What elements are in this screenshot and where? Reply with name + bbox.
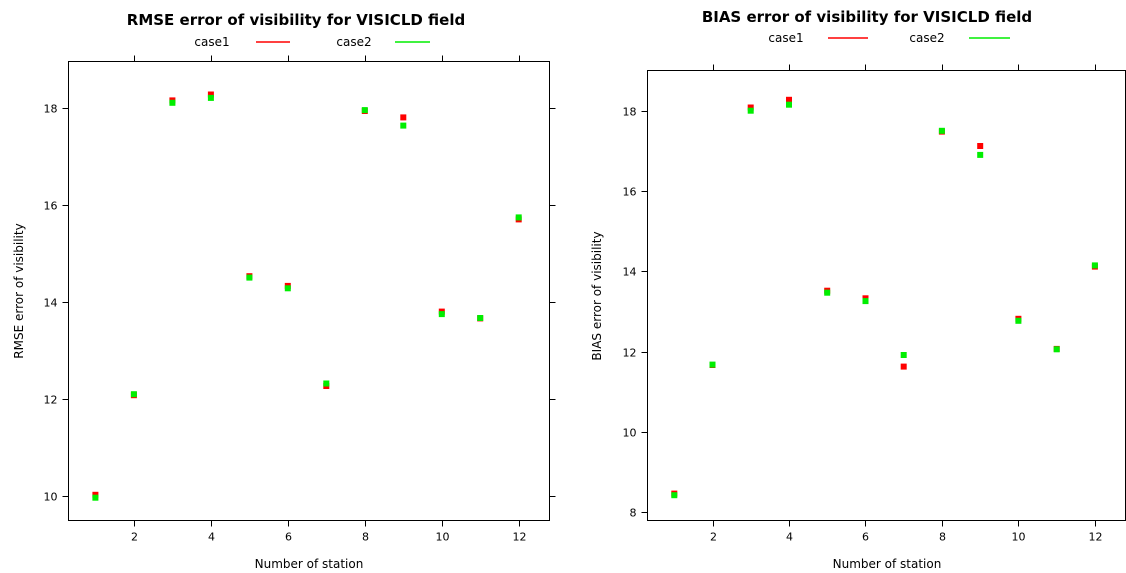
y-tick-label: 10	[44, 491, 58, 504]
data-points	[671, 96, 1098, 499]
data-point-case1-station-4	[207, 91, 214, 98]
data-point-case2-station-9	[400, 122, 407, 129]
y-axis-label: BIAS error of visibility	[590, 231, 604, 360]
data-point-case2-station-11	[1053, 346, 1060, 353]
y-tick-label: 18	[623, 106, 637, 119]
data-point-case2-station-8	[938, 127, 945, 134]
x-tick-label: 6	[862, 531, 869, 544]
data-point-case2-station-12	[515, 214, 522, 221]
plot-frame	[647, 70, 1126, 521]
data-point-case2-station-4	[207, 94, 214, 101]
data-points	[92, 91, 522, 501]
data-point-case2-station-6	[284, 285, 291, 292]
x-tick-label: 8	[362, 531, 369, 544]
legend-label-case1: case1	[194, 35, 229, 49]
data-point-case2-station-10	[1015, 317, 1022, 324]
x-tick-label: 8	[939, 531, 946, 544]
data-point-case1-station-9	[400, 114, 407, 121]
x-axis-label: Number of station	[833, 557, 942, 571]
x-tick-label: 4	[208, 531, 215, 544]
axis-ticks: 2 4 6 8 10 12 10 12 14 16 18	[44, 55, 556, 544]
data-point-case2-station-9	[977, 151, 984, 158]
y-tick-label: 14	[44, 297, 58, 310]
y-tick-label: 14	[623, 266, 637, 279]
x-tick-label: 10	[436, 531, 450, 544]
data-point-case1-station-9	[977, 143, 984, 149]
rmse-chart-panel: RMSE error of visibility for VISICLD fie…	[12, 11, 556, 571]
y-tick-label: 12	[623, 347, 637, 360]
legend-label-case2: case2	[336, 35, 371, 49]
x-tick-label: 12	[513, 531, 527, 544]
y-tick-label: 8	[630, 507, 637, 520]
data-point-case2-station-6	[862, 298, 869, 305]
data-point-case2-station-2	[130, 391, 137, 398]
data-point-case2-station-7	[323, 380, 330, 387]
y-tick-label: 12	[44, 394, 58, 407]
x-tick-label: 4	[786, 531, 793, 544]
data-point-case2-station-5	[246, 274, 253, 281]
x-tick-label: 12	[1089, 531, 1103, 544]
data-point-case2-station-7	[900, 352, 907, 358]
data-point-case2-station-8	[361, 107, 368, 114]
data-point-case1-station-3	[747, 104, 754, 111]
y-tick-label: 16	[623, 186, 637, 199]
data-point-case2-station-1	[92, 494, 99, 501]
y-tick-label: 10	[623, 427, 637, 440]
bias-chart-panel: BIAS error of visibility for VISICLD fie…	[590, 8, 1126, 571]
legend-label-case1: case1	[768, 31, 803, 45]
data-point-case1-station-7	[900, 363, 907, 370]
x-tick-label: 10	[1012, 531, 1026, 544]
chart-title: BIAS error of visibility for VISICLD fie…	[702, 8, 1032, 26]
y-tick-label: 18	[44, 103, 58, 116]
data-point-case2-station-11	[477, 315, 484, 321]
y-axis-label: RMSE error of visibility	[12, 223, 26, 358]
x-tick-label: 2	[131, 531, 138, 544]
data-point-case2-station-4	[786, 101, 792, 108]
data-point-case2-station-3	[747, 107, 754, 114]
y-tick-label: 16	[44, 200, 58, 213]
x-tick-label: 6	[285, 531, 292, 544]
chart-title: RMSE error of visibility for VISICLD fie…	[127, 11, 465, 29]
x-tick-label: 2	[710, 531, 717, 544]
data-point-case1-station-4	[786, 96, 792, 103]
legend-label-case2: case2	[909, 31, 944, 45]
plot-frame	[68, 61, 550, 521]
data-point-case2-station-10	[438, 311, 445, 318]
data-point-case2-station-2	[709, 361, 716, 368]
x-axis-label: Number of station	[255, 557, 364, 571]
data-point-case2-station-1	[671, 492, 678, 499]
axis-ticks: 2 4 6 8 10 12 8 10 12 14 16 18	[623, 64, 1126, 544]
data-point-case2-station-12	[1091, 262, 1098, 269]
data-point-case2-station-5	[824, 289, 831, 296]
data-point-case2-station-3	[169, 99, 176, 106]
